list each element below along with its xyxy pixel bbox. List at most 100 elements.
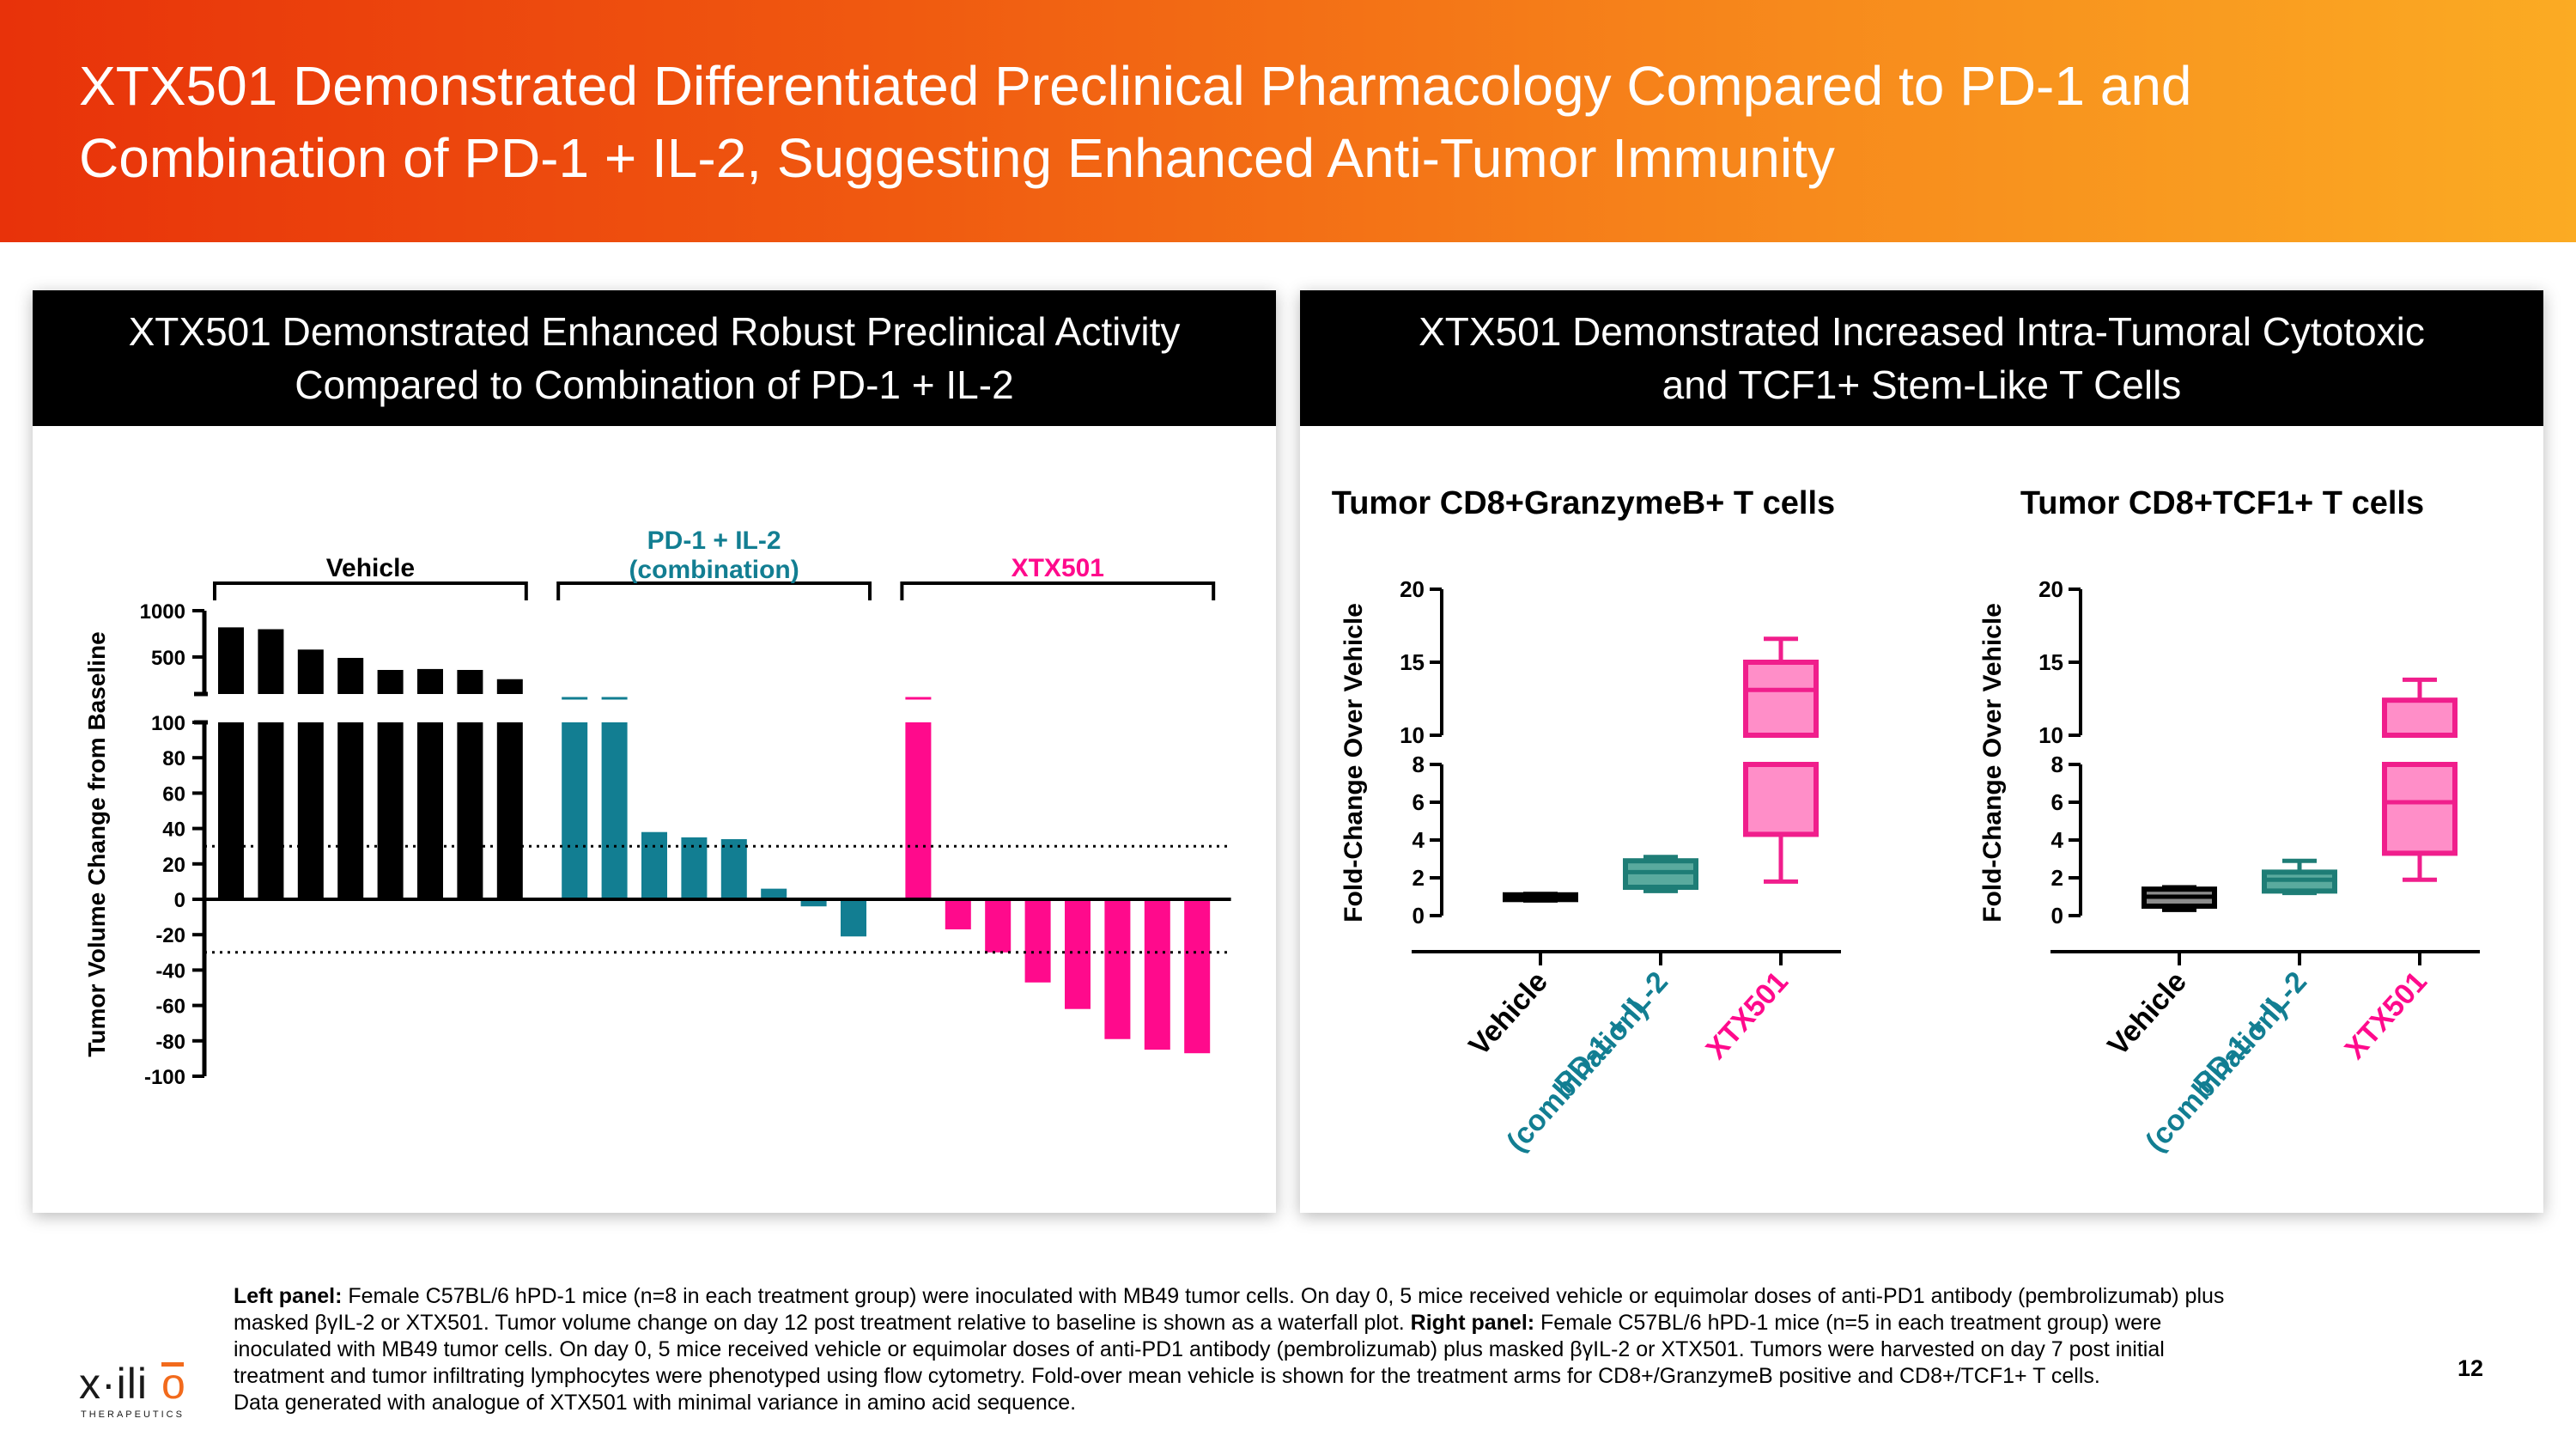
- bar-vehicle: [337, 722, 364, 899]
- logo-wordmark: x·ili: [79, 1360, 148, 1408]
- y-tick-label: 0: [174, 889, 185, 912]
- y-tick-label: 15: [2038, 649, 2063, 675]
- y-tick-label: 10: [2038, 722, 2063, 748]
- xilio-logo: x·ili o THERAPEUTICS: [76, 1355, 213, 1424]
- left-panel-header-line2: Compared to Combination of PD-1 + IL-2: [295, 362, 1014, 407]
- y-tick-label: 0: [2051, 903, 2063, 928]
- bar-vehicle: [258, 722, 284, 899]
- chart-title-tumor-cd8-tcf1-t-cells: Tumor CD8+TCF1+ T cells: [2020, 485, 2424, 521]
- y-tick-label: 2: [2051, 865, 2063, 891]
- box-xtx501-upper: [1743, 660, 1819, 738]
- group-bracket-xtx501: [900, 581, 1216, 600]
- footnote-left-text: Female C57BL/6 hPD-1 mice (n=8 in each t…: [234, 1284, 2225, 1335]
- footnote-right-label: Right panel:: [1410, 1311, 1535, 1335]
- logo-accent-bar: [161, 1362, 184, 1367]
- page-number: 12: [2458, 1355, 2484, 1381]
- y-tick-label: 20: [1400, 576, 1425, 602]
- y-tick-label: 20: [2038, 576, 2063, 602]
- bar-xtx501: [945, 899, 971, 930]
- bar-vehicle-upper: [377, 669, 404, 694]
- y-tick-label: 4: [2051, 827, 2064, 853]
- bar-vehicle-upper: [457, 669, 483, 694]
- group-bracket-vehicle: [213, 581, 528, 600]
- y-axis-label: Tumor Volume Change from Baseline: [83, 631, 110, 1056]
- y-tick-label: 60: [162, 782, 185, 806]
- bar-vehicle-upper: [417, 668, 443, 694]
- right-panel-header: XTX501 Demonstrated Increased Intra-Tumo…: [1300, 290, 2543, 426]
- y-tick-label: 40: [162, 819, 185, 842]
- slide-header: XTX501 Demonstrated Differentiated Precl…: [0, 0, 2576, 242]
- bar-pd-1-il-2: [562, 722, 588, 899]
- bar-xtx501: [1024, 899, 1051, 983]
- group-label-xtx501: XTX501: [1012, 554, 1104, 582]
- bar-pd-1-il-2: [720, 838, 747, 899]
- group-label-pd-1-il-2-line2: (combination): [629, 556, 799, 584]
- left-panel-header-line1: XTX501 Demonstrated Enhanced Robust Prec…: [128, 309, 1181, 354]
- x-category-label-xtx501: XTX501: [1699, 965, 1794, 1066]
- bar-xtx501: [905, 722, 932, 899]
- x-category-label-xtx501: XTX501: [2338, 965, 2433, 1066]
- logo-o: o: [161, 1360, 185, 1408]
- x-category-label-vehicle: Vehicle: [1462, 965, 1554, 1062]
- bar-pd-1-il-2: [641, 831, 667, 899]
- bar-pd-1-il-2: [800, 899, 827, 907]
- waterfall-chart: -100 -80 -60 -40 -20 0 20 40 60 80 100 500 1000 Tumor…: [83, 527, 1231, 1089]
- bar-vehicle: [496, 722, 523, 899]
- bar-pd-1-il-2: [601, 722, 628, 899]
- y-tick-label: 6: [2051, 789, 2063, 815]
- y-tick-label: -40: [155, 959, 185, 983]
- y-tick-label: 0: [1413, 903, 1425, 928]
- bar-vehicle: [417, 722, 443, 899]
- group-label-vehicle: Vehicle: [326, 554, 415, 582]
- box-xtx501: [2382, 762, 2458, 856]
- slide-title-line1: XTX501 Demonstrated Differentiated Precl…: [79, 55, 2192, 117]
- footnote: Left panel: Female C57BL/6 hPD-1 mice (n…: [234, 1283, 2251, 1416]
- y-tick-label: -80: [155, 1031, 185, 1054]
- y-tick-label: 15: [1400, 649, 1425, 675]
- y-axis-label: Fold-Change Over Vehicle: [1340, 603, 1368, 922]
- box-xtx501-upper: [2382, 697, 2458, 739]
- bar-vehicle: [377, 722, 404, 899]
- bar-vehicle-upper: [258, 629, 284, 694]
- y-tick-label: 6: [1413, 789, 1425, 815]
- bar-xtx501: [1065, 899, 1091, 1009]
- box-xtx501: [1743, 762, 1819, 837]
- bar-vehicle: [297, 722, 324, 899]
- y-axis-label: Fold-Change Over Vehicle: [1978, 603, 2007, 922]
- bar-vehicle-upper: [297, 649, 324, 694]
- y-tick-label: 10: [1400, 722, 1425, 748]
- y-tick-label: 4: [1413, 827, 1425, 853]
- box-break-gap: [2380, 738, 2459, 762]
- y-tick-label: 500: [151, 647, 185, 670]
- bar-vehicle-upper: [218, 627, 244, 694]
- bar-vehicle: [457, 722, 483, 899]
- y-tick-label: 80: [162, 747, 185, 770]
- y-tick-label: -100: [144, 1066, 185, 1089]
- slide-title-line2: Combination of PD-1 + IL-2, Suggesting E…: [79, 127, 1835, 189]
- group-bracket-pd-1-il-2: [556, 581, 872, 600]
- group-label-pd-1-il-2: PD-1 + IL-2: [647, 527, 781, 555]
- y-tick-label: 8: [2051, 752, 2063, 777]
- bar-pd-1-il-2: [761, 888, 787, 899]
- bar-xtx501: [985, 899, 1012, 953]
- right-panel: XTX501 Demonstrated Increased Intra-Tumo…: [1300, 290, 2543, 1213]
- box-break-gap: [1741, 738, 1820, 762]
- footnote-right-text: Female C57BL/6 hPD-1 mice (n=5 in each t…: [234, 1311, 2165, 1388]
- right-panel-header-line1: XTX501 Demonstrated Increased Intra-Tumo…: [1419, 309, 2425, 354]
- footnote-last-line: Data generated with analogue of XTX501 w…: [234, 1391, 1077, 1415]
- y-tick-label: 1000: [140, 600, 185, 624]
- bar-pd-1-il-2: [841, 899, 866, 937]
- bar-vehicle: [218, 722, 244, 899]
- logo-tagline: THERAPEUTICS: [81, 1409, 185, 1420]
- slide-title: XTX501 Demonstrated Differentiated Precl…: [79, 50, 2483, 194]
- y-tick-label: -60: [155, 995, 185, 1019]
- bar-xtx501: [1144, 899, 1170, 1050]
- chart-title-tumor-cd8-granzymeb-t-cells: Tumor CD8+GranzymeB+ T cells: [1332, 485, 1835, 521]
- left-panel: XTX501 Demonstrated Enhanced Robust Prec…: [33, 290, 1276, 1213]
- y-tick-label: 2: [1413, 865, 1425, 891]
- y-tick-label: 20: [162, 854, 185, 877]
- y-tick-label: 100: [151, 712, 185, 735]
- bar-vehicle-upper: [496, 679, 523, 694]
- x-category-label-vehicle: Vehicle: [2101, 965, 2193, 1062]
- box-plot-charts: Tumor CD8+GranzymeB+ T cells02468101520F…: [1332, 485, 2480, 1158]
